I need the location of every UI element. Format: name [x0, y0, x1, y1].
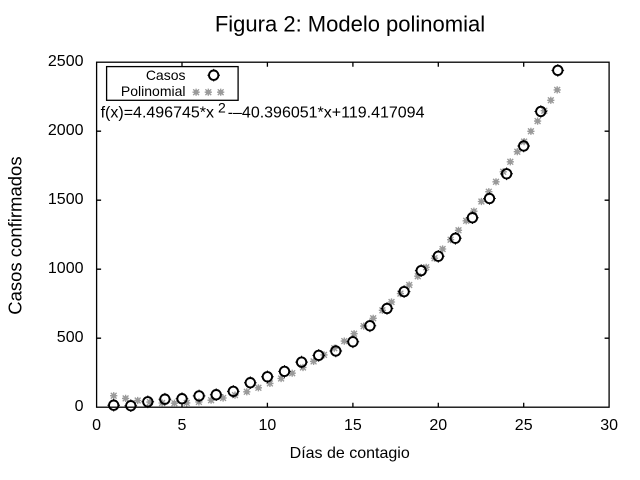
- svg-text:Figura 2: Modelo polinomial: Figura 2: Modelo polinomial: [215, 12, 485, 37]
- svg-text:0: 0: [75, 398, 84, 415]
- svg-text:1500: 1500: [48, 191, 84, 208]
- svg-text:Casos: Casos: [146, 67, 186, 83]
- svg-text:0: 0: [92, 417, 101, 434]
- svg-text:5: 5: [178, 417, 187, 434]
- svg-text:Casos confirmados: Casos confirmados: [5, 156, 26, 314]
- svg-text:f(x)=4.496745*x: f(x)=4.496745*x: [101, 105, 214, 122]
- svg-text:1000: 1000: [48, 260, 84, 277]
- svg-text:15: 15: [344, 417, 362, 434]
- svg-text:Polinomial: Polinomial: [121, 83, 186, 99]
- svg-text:2000: 2000: [48, 122, 84, 139]
- svg-text:20: 20: [429, 417, 447, 434]
- svg-text:2: 2: [218, 99, 226, 115]
- svg-text:10: 10: [259, 417, 277, 434]
- svg-text:Días de contagio: Días de contagio: [290, 445, 410, 462]
- svg-text:30: 30: [600, 417, 618, 434]
- svg-text:-–40.396051*x+119.417094: -–40.396051*x+119.417094: [228, 105, 425, 122]
- svg-text:25: 25: [515, 417, 533, 434]
- svg-text:500: 500: [57, 329, 84, 346]
- svg-text:2500: 2500: [48, 53, 84, 70]
